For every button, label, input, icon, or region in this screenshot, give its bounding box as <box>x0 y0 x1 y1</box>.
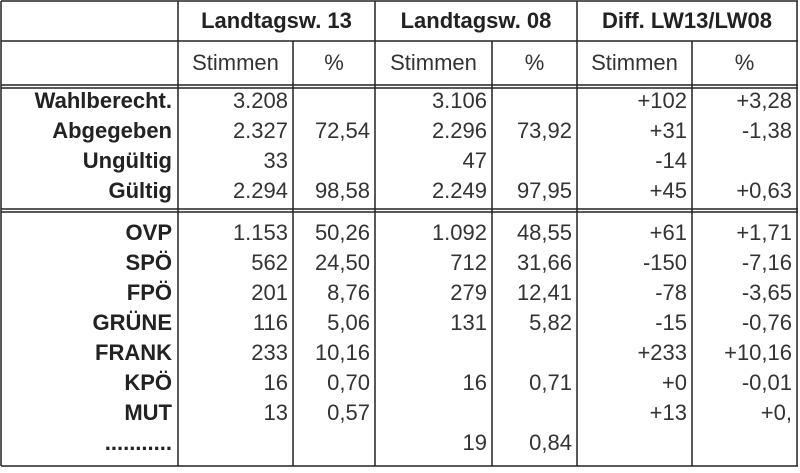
cell: 0,71 <box>529 370 572 395</box>
cell: 16 <box>463 370 487 395</box>
cell: 33 <box>264 148 288 173</box>
cell: +31 <box>650 118 687 143</box>
cell: 0,57 <box>327 400 370 425</box>
cell: 73,92 <box>517 118 572 143</box>
cell: -14 <box>655 148 687 173</box>
cell: -15 <box>655 310 687 335</box>
row-label: FPÖ <box>127 280 172 305</box>
cell: +233 <box>637 340 687 365</box>
group-header: Landtagsw. 08 <box>401 8 552 33</box>
cell: 98,58 <box>315 178 370 203</box>
cell: 3.208 <box>233 88 288 113</box>
cell: 24,50 <box>315 250 370 275</box>
cell: 2.327 <box>233 118 288 143</box>
cell: 50,26 <box>315 220 370 245</box>
row-label: Gültig <box>108 178 172 203</box>
cell: 47 <box>463 148 487 173</box>
cell: 116 <box>253 310 288 335</box>
cell: +0,63 <box>736 178 792 203</box>
row-label: Abgegeben <box>52 118 172 143</box>
cell: +61 <box>650 220 687 245</box>
cell: 2.294 <box>233 178 288 203</box>
group-header: Diff. LW13/LW08 <box>602 8 772 33</box>
cell: 2.296 <box>432 118 487 143</box>
cell: +45 <box>650 178 687 203</box>
cell: +1,71 <box>736 220 792 245</box>
cell: 233 <box>251 340 288 365</box>
row-label: OVP <box>126 220 172 245</box>
cell: +0, <box>761 400 792 425</box>
row-label: Wahlberecht. <box>35 88 172 113</box>
cell: -7,16 <box>742 250 792 275</box>
cell: 31,66 <box>517 250 572 275</box>
cell: 3.106 <box>432 88 487 113</box>
cell: 12,41 <box>517 280 572 305</box>
cell: +13 <box>650 400 687 425</box>
cell: +102 <box>637 88 687 113</box>
row-label: KPÖ <box>124 370 172 395</box>
cell: 131 <box>450 310 487 335</box>
row-label: FRANK <box>95 340 172 365</box>
column-header: % <box>324 50 344 75</box>
cell: 48,55 <box>517 220 572 245</box>
cell: 279 <box>450 280 487 305</box>
cell: 13 <box>264 400 288 425</box>
row-label: Ungültig <box>83 148 172 173</box>
column-header: Stimmen <box>390 50 477 75</box>
column-header: Stimmen <box>591 50 678 75</box>
cell: 5,82 <box>529 310 572 335</box>
cell: 16 <box>264 370 288 395</box>
cell: 19 <box>463 430 487 455</box>
cell: 97,95 <box>517 178 572 203</box>
cell: 0,70 <box>327 370 370 395</box>
column-header: % <box>525 50 545 75</box>
row-label: SPÖ <box>126 250 172 275</box>
cell: 562 <box>251 250 288 275</box>
cell: 1.153 <box>233 220 288 245</box>
cell: 72,54 <box>315 118 370 143</box>
cell: 8,76 <box>327 280 370 305</box>
column-header: % <box>735 50 755 75</box>
cell: 1.092 <box>432 220 487 245</box>
cell: +0 <box>662 370 687 395</box>
group-header: Landtagsw. 13 <box>201 8 352 33</box>
cell: -0,01 <box>742 370 792 395</box>
column-header: Stimmen <box>192 50 279 75</box>
row-label: MUT <box>124 400 172 425</box>
cell: -1,38 <box>742 118 792 143</box>
cell: -0,76 <box>742 310 792 335</box>
cell: 0,84 <box>529 430 572 455</box>
cell: +10,16 <box>724 340 792 365</box>
row-label: GRÜNE <box>93 310 172 335</box>
cell: 712 <box>450 250 487 275</box>
cell: 2.249 <box>432 178 487 203</box>
row-label: ........... <box>105 430 172 455</box>
cell: 201 <box>251 280 288 305</box>
cell: -150 <box>643 250 687 275</box>
cell: -3,65 <box>742 280 792 305</box>
cell: +3,28 <box>736 88 792 113</box>
cell: 5,06 <box>327 310 370 335</box>
cell: -78 <box>655 280 687 305</box>
cell: 10,16 <box>315 340 370 365</box>
